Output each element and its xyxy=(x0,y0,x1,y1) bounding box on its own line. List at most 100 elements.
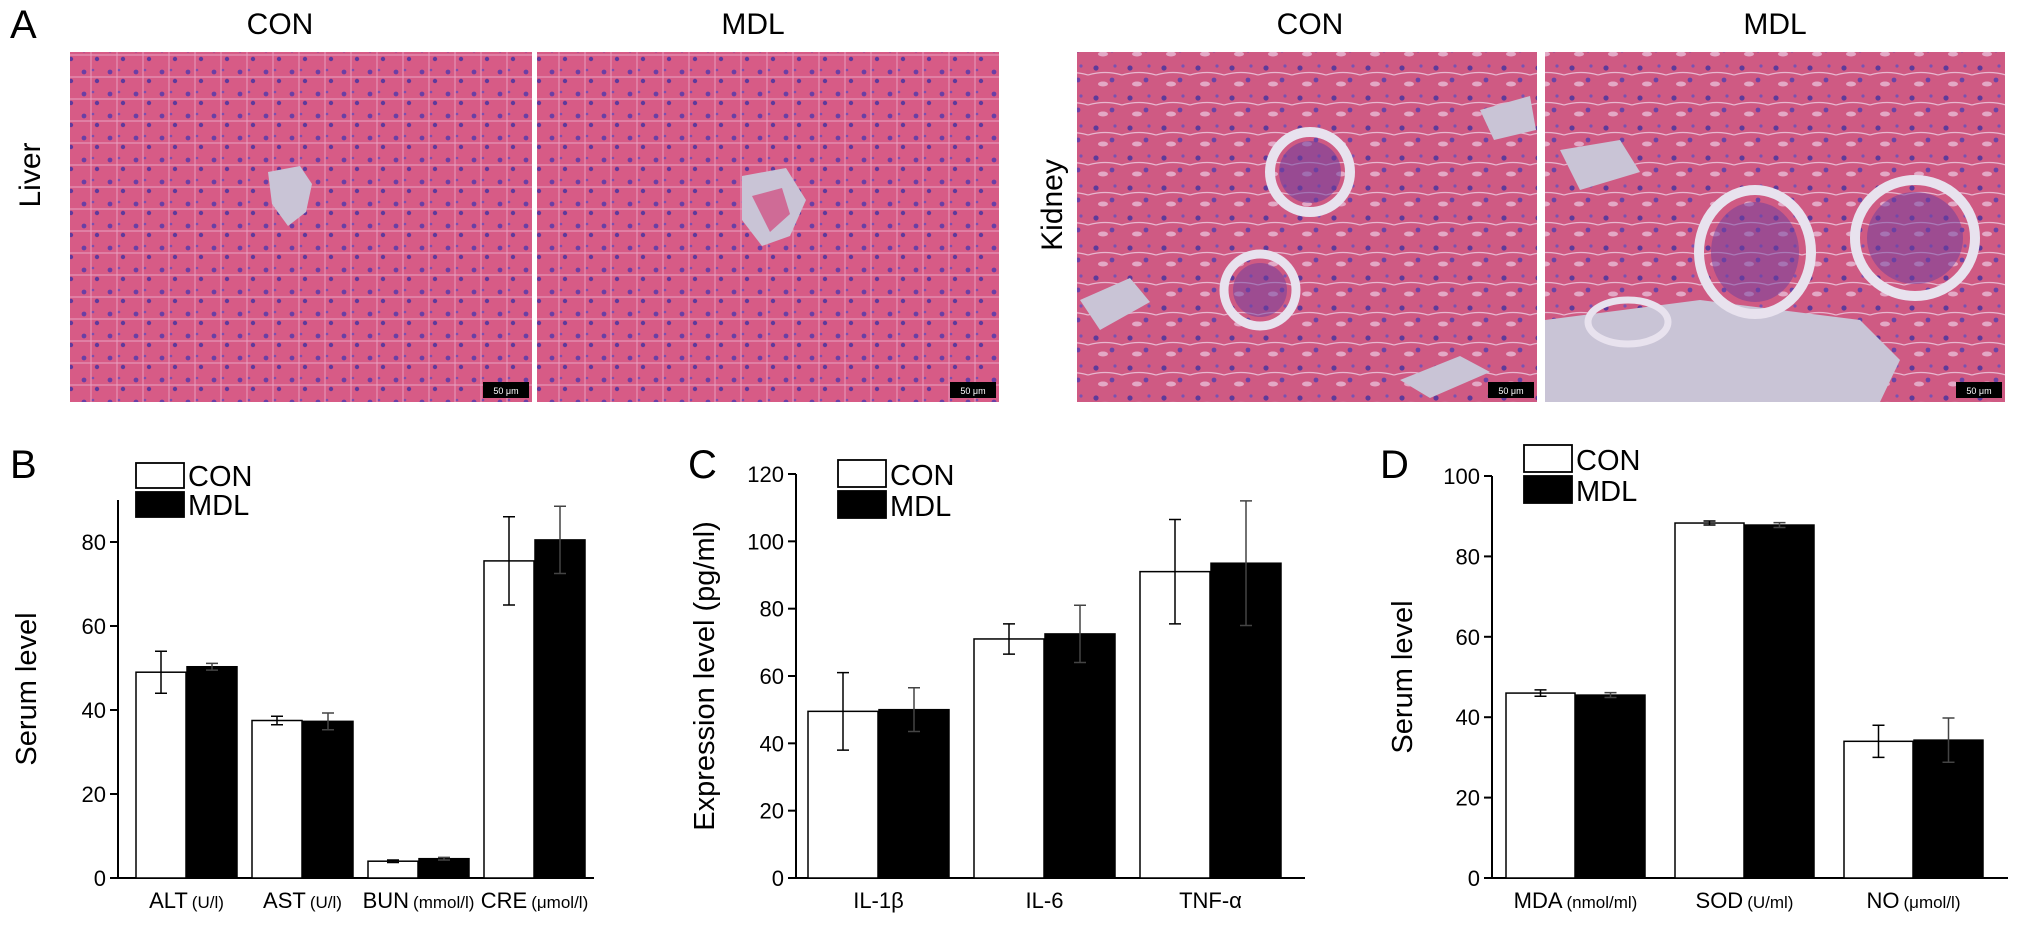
x-tick-unit-d-0: (nmol/ml) xyxy=(1567,893,1638,912)
y-tick-label-d-1: 20 xyxy=(1456,786,1480,811)
kidney-mdl-title: MDL xyxy=(1743,8,1806,41)
bar-b-con-2 xyxy=(367,860,419,879)
bar-c-mdl-1 xyxy=(1044,633,1116,879)
panel-letter-b: B xyxy=(10,443,37,487)
x-tick-name-b-1: AST xyxy=(263,888,306,913)
bar-d-mdl-1 xyxy=(1744,524,1815,879)
error-bar-c-mdl-2 xyxy=(1240,500,1252,627)
error-bar-d-mdl-2 xyxy=(1942,717,1955,763)
liver-con-title: CON xyxy=(247,8,314,41)
bar-c-mdl-0 xyxy=(878,708,950,879)
y-tick-label-b-3: 60 xyxy=(82,614,106,639)
x-tick-label-b-3: CRE (μmol/l) xyxy=(481,888,588,913)
error-bar-b-con-0 xyxy=(155,650,167,694)
y-axis-label-c: Expression level (pg/ml) xyxy=(689,521,721,830)
y-tick-label-c-3: 60 xyxy=(760,664,784,689)
y-tick-label-c-4: 80 xyxy=(760,597,784,622)
x-tick-unit-b-2: (mmol/l) xyxy=(413,893,474,912)
legend-swatch-c-con xyxy=(837,459,887,488)
liver-mdl-title: MDL xyxy=(721,8,784,41)
x-tick-label-d-0: MDA (nmol/ml) xyxy=(1514,888,1638,913)
error-bar-b-con-1 xyxy=(271,715,283,726)
legend-swatch-b-mdl xyxy=(135,491,185,518)
micrograph-kidney-con: 50 μm xyxy=(1077,52,1537,402)
y-tick-label-c-6: 120 xyxy=(747,462,784,487)
y-tick-label-d-0: 0 xyxy=(1468,866,1480,891)
x-tick-label-b-2: BUN (mmol/l) xyxy=(363,888,475,913)
bar-b-con-3 xyxy=(483,560,535,879)
error-bar-c-con-1 xyxy=(1003,623,1015,655)
x-tick-name-c-0: IL-1β xyxy=(853,888,904,913)
scale-bar-liver-con: 50 μm xyxy=(493,386,518,396)
bar-b-mdl-1 xyxy=(302,720,354,879)
x-tick-name-c-2: TNF-α xyxy=(1179,888,1242,913)
legend-label-d-con: CON xyxy=(1576,445,1640,477)
error-bar-c-mdl-0 xyxy=(908,687,920,733)
panel-letter-c: C xyxy=(688,443,717,487)
error-bar-b-con-2 xyxy=(387,859,399,864)
scale-bar-kidney-mdl: 50 μm xyxy=(1966,386,1991,396)
x-tick-label-c-2: TNF-α xyxy=(1179,888,1242,913)
bar-b-con-0 xyxy=(135,671,187,879)
x-tick-label-b-0: ALT (U/l) xyxy=(149,888,224,913)
x-tick-name-b-3: CRE xyxy=(481,888,527,913)
scale-bar-liver-mdl: 50 μm xyxy=(960,386,985,396)
bar-b-mdl-0 xyxy=(186,665,238,879)
x-tick-unit-b-0: (U/l) xyxy=(192,893,224,912)
kidney-con-title: CON xyxy=(1277,8,1344,41)
legend-swatch-d-mdl xyxy=(1523,475,1573,504)
legend-swatch-c-mdl xyxy=(837,490,887,519)
x-tick-unit-d-2: (μmol/l) xyxy=(1903,893,1960,912)
y-tick-label-d-2: 40 xyxy=(1456,705,1480,730)
error-bar-d-mdl-1 xyxy=(1773,521,1786,529)
panel-letter-d: D xyxy=(1380,443,1409,487)
y-tick-label-b-4: 80 xyxy=(82,530,106,555)
legend-label-d-mdl: MDL xyxy=(1576,476,1637,508)
scale-bar-kidney-con: 50 μm xyxy=(1498,386,1523,396)
x-tick-name-d-1: SOD xyxy=(1696,888,1744,913)
micrograph-kidney-mdl: 50 μm xyxy=(1545,52,2005,402)
bar-d-mdl-2 xyxy=(1913,739,1984,879)
y-tick-label-c-5: 100 xyxy=(747,529,784,554)
x-tick-label-d-1: SOD (U/ml) xyxy=(1696,888,1794,913)
error-bar-b-mdl-3 xyxy=(554,505,566,575)
bar-b-con-1 xyxy=(251,719,303,879)
y-tick-label-c-0: 0 xyxy=(772,866,784,891)
y-tick-label-c-1: 20 xyxy=(760,799,784,824)
x-tick-unit-b-1: (U/l) xyxy=(310,893,342,912)
row-label-liver: Liver xyxy=(14,142,47,207)
error-bar-b-con-3 xyxy=(503,516,515,606)
x-tick-label-d-2: NO (μmol/l) xyxy=(1866,888,1960,913)
legend-swatch-b-con xyxy=(135,462,185,489)
y-tick-label-d-5: 100 xyxy=(1443,464,1480,489)
micrograph-liver-mdl: 50 μm xyxy=(537,52,999,402)
error-bar-d-mdl-0 xyxy=(1604,691,1617,699)
error-bar-b-mdl-1 xyxy=(322,712,334,731)
bar-d-con-1 xyxy=(1674,522,1745,879)
x-tick-name-d-0: MDA xyxy=(1514,888,1563,913)
legend-label-c-mdl: MDL xyxy=(890,491,951,523)
bar-d-con-0 xyxy=(1505,692,1576,879)
row-label-kidney: Kidney xyxy=(1036,159,1069,251)
error-bar-d-con-0 xyxy=(1534,689,1547,698)
bar-b-mdl-3 xyxy=(534,539,586,879)
error-bar-b-mdl-0 xyxy=(206,662,218,671)
y-tick-label-b-1: 20 xyxy=(82,782,106,807)
y-tick-label-b-2: 40 xyxy=(82,698,106,723)
y-axis-label-b: Serum level xyxy=(11,612,43,765)
chart-panel-c: C 0 20 40 60 80 100 120 Expression level (pg/ml)… xyxy=(688,443,1305,913)
y-axis-label-d: Serum level xyxy=(1387,600,1419,753)
error-bar-d-con-2 xyxy=(1872,724,1885,759)
error-bar-c-mdl-1 xyxy=(1074,604,1086,664)
error-bar-d-con-1 xyxy=(1703,520,1716,526)
x-tick-name-c-1: IL-6 xyxy=(1026,888,1064,913)
x-tick-unit-d-1: (U/ml) xyxy=(1747,893,1793,912)
x-tick-name-d-2: NO xyxy=(1866,888,1899,913)
micrograph-liver-con: 50 μm xyxy=(70,52,532,402)
error-bar-c-con-2 xyxy=(1169,518,1181,625)
bar-b-mdl-2 xyxy=(418,857,470,879)
panel-letter-a: A xyxy=(10,3,37,47)
